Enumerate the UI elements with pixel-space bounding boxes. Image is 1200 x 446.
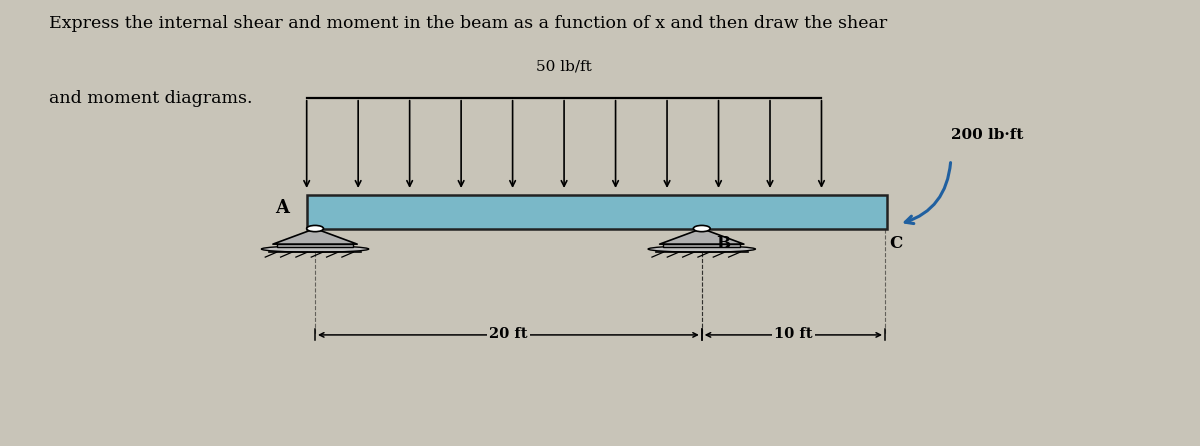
- Bar: [664, 244, 740, 247]
- FancyArrowPatch shape: [905, 163, 950, 223]
- Text: C: C: [889, 235, 902, 252]
- Text: 50 lb/ft: 50 lb/ft: [536, 59, 592, 74]
- Ellipse shape: [262, 246, 368, 252]
- Text: and moment diagrams.: and moment diagrams.: [49, 90, 253, 107]
- Polygon shape: [660, 228, 744, 244]
- Ellipse shape: [648, 246, 755, 252]
- Circle shape: [694, 225, 710, 231]
- Text: A: A: [275, 199, 289, 217]
- Text: B: B: [716, 235, 731, 252]
- Bar: [277, 244, 353, 247]
- Text: 200 lb·ft: 200 lb·ft: [950, 128, 1024, 142]
- Text: 10 ft: 10 ft: [774, 327, 812, 342]
- Text: 20 ft: 20 ft: [490, 327, 528, 342]
- Polygon shape: [272, 228, 358, 244]
- Bar: [307, 195, 887, 228]
- Circle shape: [307, 225, 324, 231]
- Text: Express the internal shear and moment in the beam as a function of x and then dr: Express the internal shear and moment in…: [49, 15, 888, 32]
